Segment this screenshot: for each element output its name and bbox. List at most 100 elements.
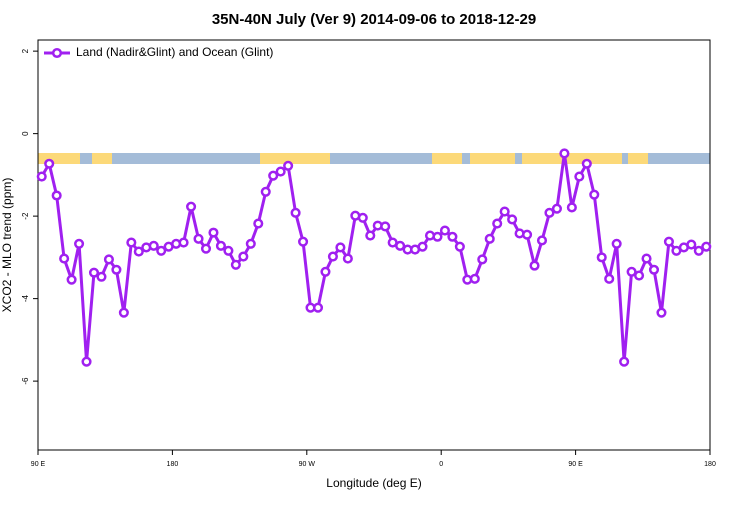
y-tick-label: -2 — [21, 212, 30, 220]
data-point — [66, 274, 77, 285]
data-point — [51, 190, 62, 201]
data-point — [133, 246, 144, 257]
x-tick-label: 180 — [167, 461, 179, 468]
data-point — [186, 201, 197, 212]
data-point — [275, 166, 286, 177]
data-point — [522, 229, 533, 240]
x-tick-label: 90 E — [568, 461, 583, 468]
data-point — [118, 307, 129, 318]
data-point — [641, 253, 652, 264]
data-point — [492, 218, 503, 229]
data-point — [477, 254, 488, 265]
data-point — [193, 233, 204, 244]
data-point — [507, 214, 518, 225]
land-band — [38, 153, 80, 164]
data-point — [469, 273, 480, 284]
data-point — [589, 189, 600, 200]
data-point — [701, 241, 712, 252]
data-point — [574, 171, 585, 182]
data-point — [178, 237, 189, 248]
land-band — [260, 153, 330, 164]
data-point — [499, 206, 510, 217]
data-point — [417, 241, 428, 252]
data-point — [551, 203, 562, 214]
data-point — [693, 245, 704, 256]
x-tick-label: 180 — [704, 461, 716, 468]
data-point — [566, 202, 577, 213]
data-point — [529, 260, 540, 271]
data-point — [268, 170, 279, 181]
land-ocean-band — [38, 153, 710, 164]
data-point — [290, 207, 301, 218]
data-point — [581, 158, 592, 169]
x-tick-label: 0 — [439, 461, 443, 468]
land-band — [628, 153, 648, 164]
data-point — [126, 237, 137, 248]
data-point — [439, 225, 450, 236]
data-point — [432, 231, 443, 242]
legend-marker — [51, 47, 63, 59]
data-point — [253, 218, 264, 229]
data-point — [103, 254, 114, 265]
data-point — [335, 242, 346, 253]
data-point — [596, 252, 607, 263]
data-point — [611, 238, 622, 249]
data-point — [36, 171, 47, 182]
legend-label: Land (Nadir&Glint) and Ocean (Glint) — [76, 45, 273, 59]
data-point — [626, 266, 637, 277]
data-point — [148, 240, 159, 251]
data-point — [230, 259, 241, 270]
data-point — [604, 273, 615, 284]
data-point — [342, 253, 353, 264]
data-point — [111, 264, 122, 275]
data-point — [59, 253, 70, 264]
data-point — [559, 148, 570, 159]
chart-title: 35N-40N July (Ver 9) 2014-09-06 to 2018-… — [212, 11, 536, 28]
data-point — [484, 233, 495, 244]
data-point — [544, 207, 555, 218]
data-point — [663, 236, 674, 247]
data-point — [634, 270, 645, 281]
x-axis-label: Longitude (deg E) — [326, 476, 421, 490]
data-point — [395, 240, 406, 251]
data-point — [447, 231, 458, 242]
y-tick-label: 2 — [21, 48, 30, 53]
data-point — [81, 356, 92, 367]
land-band — [432, 153, 462, 164]
data-point — [312, 302, 324, 313]
data-point — [320, 266, 331, 277]
x-tick-label: 90 W — [299, 461, 316, 468]
data-point — [208, 227, 219, 238]
data-point — [283, 160, 294, 171]
data-point — [357, 212, 368, 223]
data-point — [656, 307, 667, 318]
data-point — [454, 241, 465, 252]
data-point — [96, 271, 107, 282]
data-point — [88, 267, 100, 278]
data-point — [536, 235, 548, 246]
data-point — [200, 243, 212, 254]
data-point — [619, 356, 630, 367]
land-band — [470, 153, 515, 164]
data-point — [74, 238, 85, 249]
data-point — [298, 236, 309, 247]
data-point — [686, 239, 697, 250]
y-tick-label: 0 — [21, 131, 30, 136]
land-band — [522, 153, 622, 164]
data-point — [44, 158, 55, 169]
data-point — [260, 186, 271, 197]
y-tick-label: -4 — [21, 295, 30, 303]
data-point — [648, 264, 660, 275]
x-tick-label: 90 E — [31, 461, 46, 468]
land-band — [92, 153, 112, 164]
data-point — [365, 230, 376, 241]
y-axis-label: XCO2 - MLO trend (ppm) — [0, 178, 14, 313]
data-point — [156, 245, 167, 256]
data-point — [327, 251, 338, 262]
data-point — [215, 240, 226, 251]
data-point — [245, 238, 256, 249]
data-point — [223, 245, 234, 256]
y-tick-label: -6 — [21, 377, 30, 385]
